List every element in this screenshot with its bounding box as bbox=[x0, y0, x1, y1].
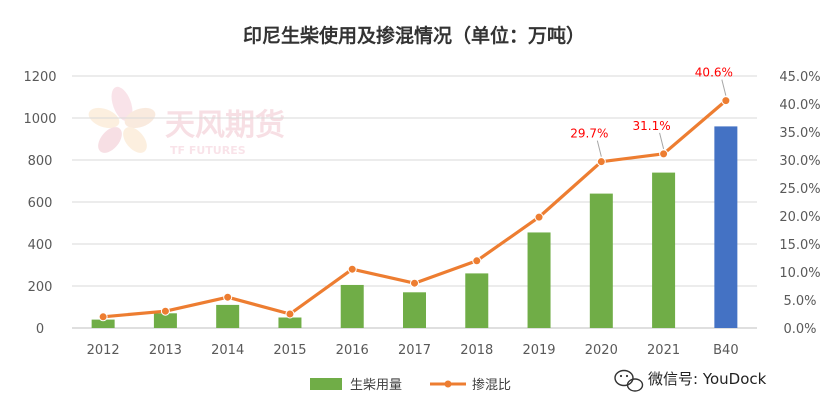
y-right-tick-label: 45.0% bbox=[779, 70, 820, 85]
y-axis-left: 0 200 400 600 800 1000 1200 bbox=[23, 70, 56, 337]
bar bbox=[216, 304, 240, 328]
line-point bbox=[223, 292, 233, 302]
data-label: 31.1% bbox=[633, 119, 671, 133]
x-tick-label: B40 bbox=[713, 343, 738, 358]
bar bbox=[589, 193, 613, 328]
line-series bbox=[98, 96, 731, 322]
y-left-tick-label: 0 bbox=[36, 322, 44, 337]
bar bbox=[527, 232, 551, 328]
y-left-tick-label: 1200 bbox=[23, 70, 56, 85]
data-labels: 29.7% 31.1% 40.6% bbox=[570, 66, 733, 157]
watermark-logo-icon bbox=[88, 86, 156, 153]
x-tick-label: 2014 bbox=[211, 343, 244, 358]
wechat-id: 微信号: YouDock bbox=[648, 370, 767, 388]
y-axis-right: 0.0% 5.0% 10.0% 15.0% 20.0% 25.0% 30.0% 35.0% 40… bbox=[779, 70, 820, 337]
wechat-badge: 微信号: YouDock bbox=[614, 369, 767, 392]
y-right-tick-label: 40.0% bbox=[779, 98, 820, 113]
y-right-tick-label: 0.0% bbox=[783, 322, 816, 337]
data-label: 29.7% bbox=[570, 127, 608, 141]
x-tick-label: 2015 bbox=[273, 343, 306, 358]
bar-series bbox=[91, 126, 738, 329]
line-point bbox=[285, 309, 295, 319]
x-tick-label: 2020 bbox=[585, 343, 618, 358]
y-left-tick-label: 1000 bbox=[23, 112, 56, 127]
line-point bbox=[659, 149, 669, 159]
y-left-tick-label: 400 bbox=[28, 238, 53, 253]
data-label-leader bbox=[721, 79, 727, 96]
line-point bbox=[596, 157, 606, 167]
line-point bbox=[472, 256, 482, 266]
bar bbox=[91, 319, 115, 328]
x-tick-label: 2016 bbox=[336, 343, 369, 358]
watermark-sub: TF FUTURES bbox=[170, 144, 246, 157]
bar bbox=[403, 292, 426, 328]
chart-title: 印尼生柴使用及掺混情况（单位：万吨） bbox=[243, 24, 585, 47]
bar bbox=[340, 284, 364, 328]
line-point bbox=[98, 312, 108, 322]
watermark-brand: 天风期货 bbox=[165, 108, 285, 143]
legend-label-line: 掺混比 bbox=[472, 377, 511, 393]
watermark: 天风期货 TF FUTURES bbox=[88, 86, 285, 157]
x-tick-label: 2021 bbox=[647, 343, 680, 358]
x-tick-label: 2018 bbox=[460, 343, 493, 358]
legend: 生柴用量 掺混比 bbox=[310, 377, 511, 393]
data-label-leader bbox=[596, 140, 602, 157]
x-tick-label: 2019 bbox=[522, 343, 555, 358]
bar bbox=[278, 317, 302, 328]
line-point bbox=[160, 306, 170, 316]
x-tick-label: 2012 bbox=[87, 343, 120, 358]
x-tick-label: 2017 bbox=[398, 343, 431, 358]
legend-marker-line bbox=[444, 380, 452, 388]
line-point bbox=[347, 264, 357, 274]
x-axis: 2012 2013 2014 2015 2016 2017 2018 2019 2020 2021… bbox=[87, 343, 739, 358]
line-point bbox=[721, 96, 731, 106]
bar bbox=[153, 313, 177, 328]
legend-item-bar: 生柴用量 bbox=[310, 378, 402, 393]
legend-label-bar: 生柴用量 bbox=[350, 378, 402, 393]
line-point bbox=[534, 212, 544, 222]
legend-swatch-bar bbox=[310, 378, 342, 390]
data-label-leader bbox=[659, 132, 665, 149]
x-tick-label: 2013 bbox=[149, 343, 182, 358]
bar bbox=[652, 172, 676, 328]
y-right-tick-label: 5.0% bbox=[783, 294, 816, 309]
wechat-icon bbox=[614, 369, 644, 392]
y-right-tick-label: 30.0% bbox=[779, 154, 820, 169]
y-right-tick-label: 15.0% bbox=[779, 238, 820, 253]
data-label: 40.6% bbox=[695, 66, 733, 80]
y-right-tick-label: 25.0% bbox=[779, 182, 820, 197]
bar bbox=[465, 273, 489, 328]
y-right-tick-label: 10.0% bbox=[779, 266, 820, 281]
y-right-tick-label: 35.0% bbox=[779, 126, 820, 141]
y-left-tick-label: 600 bbox=[28, 196, 53, 211]
line-point bbox=[410, 278, 419, 288]
bar bbox=[714, 126, 738, 329]
y-left-tick-label: 200 bbox=[28, 280, 53, 295]
legend-item-line: 掺混比 bbox=[430, 377, 511, 393]
y-right-tick-label: 20.0% bbox=[779, 210, 820, 225]
y-left-tick-label: 800 bbox=[28, 154, 53, 169]
